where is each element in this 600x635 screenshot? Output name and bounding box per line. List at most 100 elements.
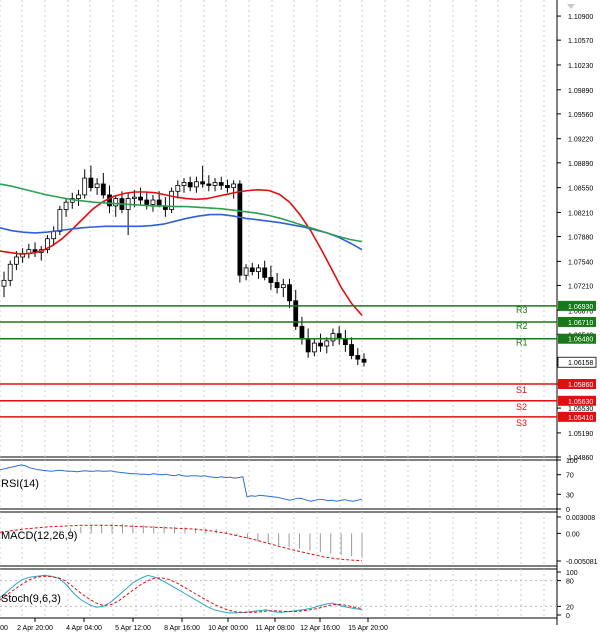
price-tick-label: 1.10570 — [568, 38, 593, 45]
price-tick-label: 1.05190 — [568, 431, 593, 438]
price-tick-label: 1.10230 — [568, 63, 593, 70]
candle-body — [113, 198, 119, 207]
candle-body — [330, 333, 336, 342]
stochastic-tick-label: 80 — [566, 579, 574, 586]
candle-body — [293, 300, 299, 327]
price-tick-label: 1.10900 — [568, 14, 593, 21]
macd-tick-label: -0.005081 — [566, 559, 598, 566]
candle-body — [361, 358, 367, 363]
candle-body — [274, 282, 280, 289]
stochastic-d-line — [0, 575, 363, 613]
candle-body — [51, 231, 57, 240]
rsi-panel: RSI(14) — [0, 464, 363, 502]
x-tick-label: 2 Apr 20:00 — [17, 625, 53, 632]
x-tick-label: 8 Apr 16:00 — [164, 625, 200, 632]
stochastic-tick-label: 20 — [566, 604, 574, 611]
candle-body — [231, 183, 237, 189]
level-label-s2: S2 — [516, 402, 527, 412]
candle-body — [355, 355, 361, 360]
stochastic-tick-label: 0 — [566, 613, 570, 620]
rsi-tick-label: 30 — [566, 492, 574, 499]
candle-body — [1, 279, 7, 287]
candle-body — [206, 183, 212, 186]
x-tick-label: 5 Apr 12:00 — [115, 625, 151, 632]
candle-body — [237, 183, 243, 276]
price-tick-label: 1.08890 — [568, 161, 593, 168]
price-tick-label: 1.09560 — [568, 112, 593, 119]
rsi-title: RSI(14) — [1, 478, 39, 490]
candle-body — [187, 182, 193, 188]
rsi-tick-label: 100 — [566, 458, 578, 465]
candle-body — [14, 256, 19, 265]
x-tick-label: 12 Apr 16:00 — [300, 625, 340, 632]
price-tick-label: 1.09890 — [568, 88, 593, 95]
chart-menu-icon[interactable] — [567, 4, 575, 9]
candle-body — [88, 177, 94, 189]
macd-title: MACD(12,26,9) — [1, 530, 77, 542]
level-label-r2: R2 — [516, 321, 528, 331]
candle-body — [268, 277, 274, 283]
candle-body — [336, 333, 342, 340]
candle-body — [287, 284, 292, 302]
candle-body — [76, 194, 81, 199]
x-tick-label: 4 Apr 04:00 — [66, 625, 102, 632]
level-label-r1: R1 — [516, 338, 528, 348]
candle-body — [194, 181, 199, 188]
candle-body — [63, 201, 69, 210]
candle-body — [45, 238, 50, 251]
macd-panel: MACD(12,26,9) — [0, 524, 363, 562]
candle-body — [100, 183, 106, 196]
candle-body — [299, 325, 305, 340]
macd-signal-line — [0, 524, 363, 562]
candle-body — [169, 190, 174, 210]
price-tick-label: 1.07880 — [568, 235, 593, 242]
candle-body — [57, 209, 63, 232]
candle-body — [156, 199, 162, 207]
axis-layer: 1.10900 1.10570 1.10230 1.09890 1.09560 1.092… — [0, 14, 598, 632]
stochastic-tick-label: 100 — [566, 570, 578, 577]
macd-tick-label: 0.003008 — [566, 515, 595, 522]
level-price-tag — [558, 411, 596, 422]
level-price-tag — [558, 316, 596, 327]
rsi-tick-label: 70 — [566, 473, 574, 480]
moving-average-green — [0, 183, 363, 243]
level-label-s3: S3 — [516, 418, 527, 428]
x-tick-label: 11 Apr 08:00 — [255, 625, 294, 632]
price-tick-label: 1.08550 — [568, 186, 593, 193]
price-tick-label: 1.05530 — [568, 406, 593, 413]
candle-body — [218, 182, 224, 186]
candle-body — [200, 181, 206, 185]
candle-body — [324, 340, 330, 347]
moving-average-red — [0, 188, 363, 316]
candle-body — [82, 177, 88, 196]
level-price-label: 1.06480 — [568, 337, 593, 344]
candle-body — [150, 199, 156, 205]
candle-body — [138, 196, 143, 201]
candle-body — [212, 182, 218, 186]
candle-body — [256, 267, 261, 272]
current-price-label: 1.06158 — [568, 360, 593, 367]
price-panel: R3 R2 R1 S1 S2 S3 — [0, 165, 557, 428]
grid-layer — [0, 0, 558, 625]
level-label-r3: R3 — [516, 305, 528, 315]
candle-body — [181, 182, 187, 186]
level-price-tag — [558, 395, 596, 406]
stochastic-k-line — [0, 574, 363, 614]
price-tick-label: 1.08210 — [568, 210, 593, 217]
moving-average-blue — [0, 213, 363, 251]
level-price-tag — [558, 333, 596, 344]
candle-body — [94, 183, 100, 189]
candle-body — [342, 338, 348, 345]
stochastic-panel: Stoch(9,6,3) — [0, 574, 557, 614]
price-tick-label: 1.04860 — [568, 455, 593, 462]
level-price-label: 1.06710 — [568, 320, 593, 327]
current-price-tag — [557, 356, 597, 368]
candle-body — [318, 342, 323, 347]
rsi-line — [0, 464, 363, 502]
candle-body — [107, 194, 112, 207]
x-tick-label: 2 Apr 00:00 — [0, 625, 8, 632]
level-price-label: 1.05860 — [568, 382, 593, 389]
candle-body — [175, 185, 181, 192]
candle-body — [7, 263, 13, 281]
